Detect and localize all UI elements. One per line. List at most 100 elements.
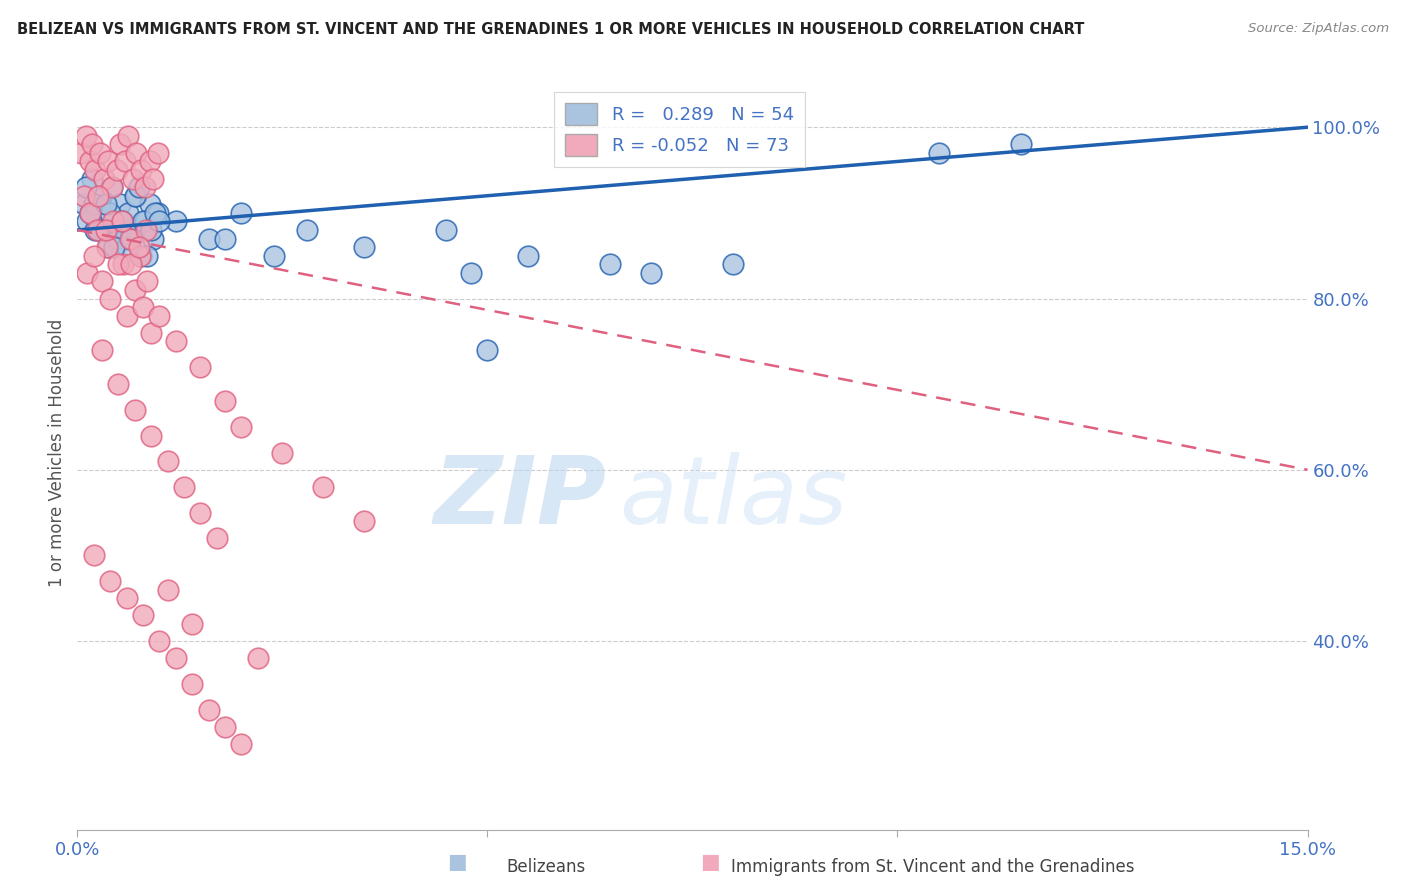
Point: [108, 137, 131, 152]
Point: [148, 634, 170, 648]
Point: [98, 292, 121, 306]
Point: [141, 223, 163, 237]
Point: [165, 334, 187, 349]
Point: [599, 257, 621, 271]
Point: [263, 249, 285, 263]
Point: [148, 214, 170, 228]
Point: [146, 145, 169, 160]
Point: [132, 608, 155, 623]
Point: [122, 223, 145, 237]
Point: [111, 214, 134, 228]
Point: [214, 720, 236, 734]
Point: [76, 214, 98, 228]
Point: [84, 163, 107, 178]
Point: [146, 206, 169, 220]
Point: [135, 223, 157, 237]
Point: [111, 214, 134, 228]
Point: [173, 480, 195, 494]
Text: Source: ZipAtlas.com: Source: ZipAtlas.com: [1249, 22, 1389, 36]
Point: [143, 206, 166, 220]
Point: [93, 206, 115, 220]
Point: [70, 145, 93, 160]
Point: [165, 651, 187, 665]
Point: [87, 188, 110, 202]
Point: [246, 651, 269, 665]
Text: Immigrants from St. Vincent and the Grenadines: Immigrants from St. Vincent and the Gren…: [731, 858, 1135, 876]
Point: [129, 249, 153, 263]
Point: [86, 223, 108, 237]
Text: ■: ■: [447, 853, 467, 872]
Point: [89, 145, 111, 160]
Point: [115, 309, 138, 323]
Point: [129, 163, 153, 178]
Point: [231, 206, 253, 220]
Point: [928, 145, 950, 160]
Point: [97, 154, 120, 169]
Point: [181, 617, 204, 632]
Point: [94, 223, 117, 237]
Point: [98, 574, 121, 589]
Point: [79, 206, 101, 220]
Point: [460, 266, 482, 280]
Text: BELIZEAN VS IMMIGRANTS FROM ST. VINCENT AND THE GRENADINES 1 OR MORE VEHICLES IN: BELIZEAN VS IMMIGRANTS FROM ST. VINCENT …: [17, 22, 1084, 37]
Point: [107, 231, 129, 245]
Point: [105, 223, 128, 237]
Point: [231, 420, 253, 434]
Point: [101, 180, 124, 194]
Point: [120, 257, 142, 271]
Point: [141, 428, 163, 442]
Point: [295, 223, 318, 237]
Point: [436, 223, 458, 237]
Point: [136, 249, 159, 263]
Point: [125, 145, 148, 160]
Point: [124, 402, 146, 417]
Point: [84, 223, 107, 237]
Point: [83, 197, 105, 211]
Point: [73, 188, 96, 202]
Point: [477, 343, 499, 357]
Point: [105, 163, 128, 178]
Point: [723, 257, 745, 271]
Point: [188, 359, 212, 374]
Point: [90, 274, 114, 288]
Point: [165, 214, 187, 228]
Point: [98, 206, 121, 220]
Text: ZIP: ZIP: [433, 452, 606, 544]
Point: [97, 240, 120, 254]
Point: [156, 454, 179, 468]
Point: [75, 128, 97, 143]
Point: [89, 188, 111, 202]
Text: atlas: atlas: [619, 452, 846, 543]
Point: [124, 188, 146, 202]
Point: [353, 514, 375, 528]
Point: [141, 326, 163, 340]
Point: [205, 532, 228, 546]
Point: [75, 180, 97, 194]
Y-axis label: 1 or more Vehicles in Household: 1 or more Vehicles in Household: [48, 318, 66, 587]
Point: [94, 197, 117, 211]
Point: [134, 180, 156, 194]
Point: [114, 231, 136, 245]
Point: [120, 231, 142, 245]
Point: [103, 240, 125, 254]
Point: [148, 309, 170, 323]
Point: [103, 214, 125, 228]
Point: [188, 506, 212, 520]
Point: [132, 300, 155, 314]
Point: [640, 266, 662, 280]
Point: [312, 480, 335, 494]
Point: [136, 274, 159, 288]
Point: [96, 240, 118, 254]
Point: [122, 171, 145, 186]
Point: [353, 240, 375, 254]
Point: [115, 240, 138, 254]
Point: [156, 582, 179, 597]
Point: [90, 343, 114, 357]
Point: [128, 240, 150, 254]
Point: [117, 206, 139, 220]
Point: [117, 128, 139, 143]
Point: [107, 377, 129, 392]
Point: [79, 206, 101, 220]
Text: Belizeans: Belizeans: [506, 858, 585, 876]
Point: [87, 223, 110, 237]
